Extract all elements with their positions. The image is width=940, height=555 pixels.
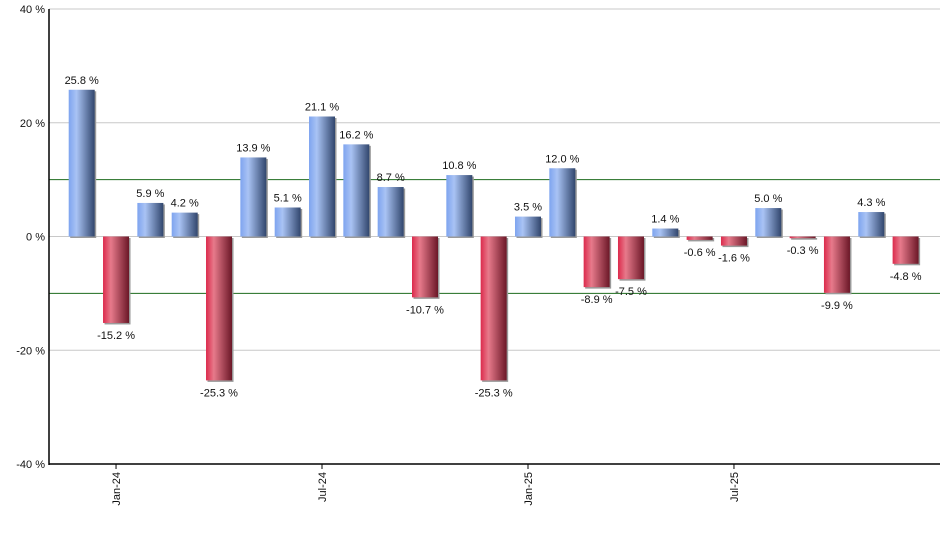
data-label: 12.0 % [545, 153, 579, 165]
data-label: -10.7 % [406, 304, 444, 316]
bar [858, 212, 885, 237]
bar [274, 207, 301, 237]
data-label: 4.3 % [857, 197, 885, 209]
bar [583, 236, 610, 288]
data-label: -4.8 % [890, 271, 922, 283]
bar [446, 175, 473, 237]
bar [343, 144, 370, 237]
bar [789, 236, 816, 239]
data-label: -25.3 % [475, 387, 513, 399]
data-label: 13.9 % [236, 142, 270, 154]
bar [206, 236, 233, 381]
data-label: 8.7 % [377, 172, 405, 184]
x-tick-label: Jul-24 [317, 472, 329, 502]
data-label: 3.5 % [514, 202, 542, 214]
y-tick-label: 0 % [26, 232, 45, 244]
data-label: 5.1 % [274, 192, 302, 204]
bar [412, 236, 438, 298]
bar [68, 89, 95, 237]
bar [549, 168, 576, 237]
data-label: -8.9 % [581, 294, 613, 306]
data-label: 5.9 % [136, 188, 164, 200]
y-tick-label: 40 % [20, 4, 45, 16]
y-tick-label: -20 % [16, 345, 45, 357]
bar [137, 202, 164, 237]
data-label: 5.0 % [754, 193, 782, 205]
data-label: -9.9 % [821, 300, 853, 312]
data-label: 16.2 % [339, 129, 373, 141]
bar [377, 187, 404, 237]
bar [686, 236, 713, 240]
data-label: 21.1 % [305, 101, 339, 113]
bar [823, 236, 850, 293]
data-label: -1.6 % [718, 253, 750, 265]
bar-shadow [791, 238, 818, 240]
data-label: -0.6 % [684, 247, 716, 259]
bar [240, 157, 267, 237]
data-label: -7.5 % [615, 286, 647, 298]
y-tick-label: -40 % [16, 459, 45, 471]
bar [892, 236, 919, 264]
data-label: 25.8 % [65, 75, 99, 87]
x-tick-label: Jan-24 [111, 472, 123, 506]
data-label: -0.3 % [787, 245, 819, 257]
bar [720, 236, 747, 246]
data-label: -15.2 % [97, 330, 135, 342]
bar [617, 236, 644, 280]
bar [480, 236, 507, 381]
bar [103, 236, 130, 323]
x-tick-label: Jan-25 [523, 472, 535, 506]
data-label: 10.8 % [442, 160, 476, 172]
x-tick-label: Jul-25 [729, 472, 741, 502]
bar [171, 212, 198, 237]
bar [652, 228, 679, 237]
bar [755, 208, 782, 237]
data-label: 4.2 % [171, 198, 199, 210]
y-tick-label: 20 % [20, 118, 45, 130]
data-label: -25.3 % [200, 387, 238, 399]
bar [514, 216, 541, 237]
bar [309, 116, 336, 237]
data-label: 1.4 % [651, 214, 679, 226]
